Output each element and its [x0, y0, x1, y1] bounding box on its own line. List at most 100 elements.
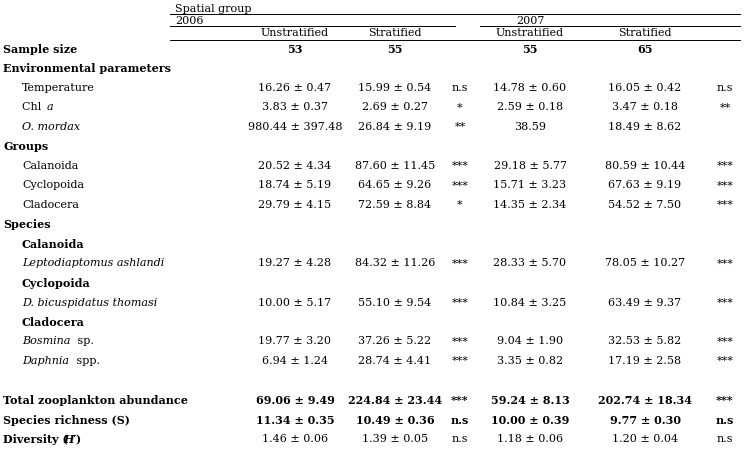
- Text: ***: ***: [717, 298, 733, 308]
- Text: Total zooplankton abundance: Total zooplankton abundance: [3, 395, 188, 406]
- Text: D. bicuspidatus thomasi: D. bicuspidatus thomasi: [22, 298, 157, 308]
- Text: H′: H′: [63, 434, 77, 445]
- Text: Groups: Groups: [3, 141, 48, 153]
- Text: 1.39 ± 0.05: 1.39 ± 0.05: [362, 434, 428, 444]
- Text: 3.83 ± 0.37: 3.83 ± 0.37: [262, 102, 328, 113]
- Text: 64.65 ± 9.26: 64.65 ± 9.26: [358, 180, 431, 190]
- Text: n.s: n.s: [717, 83, 733, 93]
- Text: Cladocera: Cladocera: [22, 200, 79, 210]
- Text: 55.10 ± 9.54: 55.10 ± 9.54: [358, 298, 431, 308]
- Text: *: *: [457, 200, 463, 210]
- Text: ***: ***: [717, 161, 733, 171]
- Text: 10.49 ± 0.36: 10.49 ± 0.36: [355, 414, 434, 426]
- Text: 59.24 ± 8.13: 59.24 ± 8.13: [491, 395, 569, 406]
- Text: 980.44 ± 397.48: 980.44 ± 397.48: [248, 122, 342, 132]
- Text: 67.63 ± 9.19: 67.63 ± 9.19: [609, 180, 682, 190]
- Text: 55: 55: [522, 44, 538, 55]
- Text: 17.19 ± 2.58: 17.19 ± 2.58: [609, 356, 682, 366]
- Text: 2007: 2007: [516, 16, 544, 26]
- Text: 1.18 ± 0.06: 1.18 ± 0.06: [497, 434, 563, 444]
- Text: Unstratified: Unstratified: [261, 28, 329, 38]
- Text: *: *: [457, 102, 463, 113]
- Text: 14.78 ± 0.60: 14.78 ± 0.60: [493, 83, 566, 93]
- Text: 19.27 ± 4.28: 19.27 ± 4.28: [259, 259, 332, 269]
- Text: a: a: [47, 102, 54, 113]
- Text: ***: ***: [717, 259, 733, 269]
- Text: Spatial group: Spatial group: [175, 4, 252, 14]
- Text: Daphnia: Daphnia: [22, 356, 69, 366]
- Text: 11.34 ± 0.35: 11.34 ± 0.35: [256, 414, 335, 426]
- Text: sp.: sp.: [74, 336, 94, 347]
- Text: 29.18 ± 5.77: 29.18 ± 5.77: [493, 161, 566, 171]
- Text: n.s: n.s: [717, 434, 733, 444]
- Text: 28.33 ± 5.70: 28.33 ± 5.70: [493, 259, 566, 269]
- Text: 65: 65: [637, 44, 653, 55]
- Text: 20.52 ± 4.34: 20.52 ± 4.34: [259, 161, 332, 171]
- Text: O. mordax: O. mordax: [22, 122, 80, 132]
- Text: Leptodiaptomus ashlandi: Leptodiaptomus ashlandi: [22, 259, 164, 269]
- Text: 3.47 ± 0.18: 3.47 ± 0.18: [612, 102, 678, 113]
- Text: 53: 53: [288, 44, 302, 55]
- Text: 14.35 ± 2.34: 14.35 ± 2.34: [493, 200, 567, 210]
- Text: 80.59 ± 10.44: 80.59 ± 10.44: [605, 161, 685, 171]
- Text: 69.06 ± 9.49: 69.06 ± 9.49: [256, 395, 335, 406]
- Text: ***: ***: [451, 259, 469, 269]
- Text: ***: ***: [451, 161, 469, 171]
- Text: 26.84 ± 9.19: 26.84 ± 9.19: [358, 122, 431, 132]
- Text: 1.20 ± 0.04: 1.20 ± 0.04: [612, 434, 678, 444]
- Text: ***: ***: [451, 336, 469, 347]
- Text: ***: ***: [717, 180, 733, 190]
- Text: 9.04 ± 1.90: 9.04 ± 1.90: [497, 336, 563, 347]
- Text: Cyclopoida: Cyclopoida: [22, 180, 84, 190]
- Text: 28.74 ± 4.41: 28.74 ± 4.41: [358, 356, 431, 366]
- Text: 37.26 ± 5.22: 37.26 ± 5.22: [358, 336, 431, 347]
- Text: Sample size: Sample size: [3, 44, 77, 55]
- Text: 16.26 ± 0.47: 16.26 ± 0.47: [259, 83, 332, 93]
- Text: n.s: n.s: [716, 414, 734, 426]
- Text: 15.71 ± 3.23: 15.71 ± 3.23: [493, 180, 566, 190]
- Text: 9.77 ± 0.30: 9.77 ± 0.30: [609, 414, 680, 426]
- Text: Cyclopoida: Cyclopoida: [22, 278, 91, 289]
- Text: 38.59: 38.59: [514, 122, 546, 132]
- Text: 2.69 ± 0.27: 2.69 ± 0.27: [362, 102, 428, 113]
- Text: 32.53 ± 5.82: 32.53 ± 5.82: [609, 336, 682, 347]
- Text: ***: ***: [717, 356, 733, 366]
- Text: ***: ***: [717, 200, 733, 210]
- Text: Cladocera: Cladocera: [22, 317, 85, 328]
- Text: 87.60 ± 11.45: 87.60 ± 11.45: [355, 161, 435, 171]
- Text: Stratified: Stratified: [618, 28, 672, 38]
- Text: ***: ***: [716, 395, 734, 406]
- Text: Environmental parameters: Environmental parameters: [3, 63, 171, 75]
- Text: Unstratified: Unstratified: [496, 28, 564, 38]
- Text: Species: Species: [3, 220, 51, 230]
- Text: 18.49 ± 8.62: 18.49 ± 8.62: [609, 122, 682, 132]
- Text: 72.59 ± 8.84: 72.59 ± 8.84: [358, 200, 431, 210]
- Text: 2006: 2006: [175, 16, 203, 26]
- Text: 202.74 ± 18.34: 202.74 ± 18.34: [598, 395, 692, 406]
- Text: Bosmina: Bosmina: [22, 336, 70, 347]
- Text: **: **: [454, 122, 466, 132]
- Text: 54.52 ± 7.50: 54.52 ± 7.50: [609, 200, 682, 210]
- Text: 2.59 ± 0.18: 2.59 ± 0.18: [497, 102, 563, 113]
- Text: **: **: [720, 102, 731, 113]
- Text: 15.99 ± 0.54: 15.99 ± 0.54: [358, 83, 431, 93]
- Text: Calanoida: Calanoida: [22, 239, 85, 250]
- Text: ***: ***: [717, 336, 733, 347]
- Text: 6.94 ± 1.24: 6.94 ± 1.24: [262, 356, 328, 366]
- Text: n.s: n.s: [451, 414, 469, 426]
- Text: Species richness (S): Species richness (S): [3, 414, 130, 426]
- Text: 1.46 ± 0.06: 1.46 ± 0.06: [262, 434, 328, 444]
- Text: n.s: n.s: [451, 434, 469, 444]
- Text: 78.05 ± 10.27: 78.05 ± 10.27: [605, 259, 685, 269]
- Text: 29.79 ± 4.15: 29.79 ± 4.15: [259, 200, 332, 210]
- Text: n.s: n.s: [451, 83, 469, 93]
- Text: ***: ***: [451, 356, 469, 366]
- Text: 10.00 ± 0.39: 10.00 ± 0.39: [491, 414, 569, 426]
- Text: 55: 55: [387, 44, 403, 55]
- Text: ***: ***: [451, 180, 469, 190]
- Text: 19.77 ± 3.20: 19.77 ± 3.20: [259, 336, 332, 347]
- Text: 3.35 ± 0.82: 3.35 ± 0.82: [497, 356, 563, 366]
- Text: 84.32 ± 11.26: 84.32 ± 11.26: [355, 259, 435, 269]
- Text: 63.49 ± 9.37: 63.49 ± 9.37: [609, 298, 682, 308]
- Text: 18.74 ± 5.19: 18.74 ± 5.19: [259, 180, 332, 190]
